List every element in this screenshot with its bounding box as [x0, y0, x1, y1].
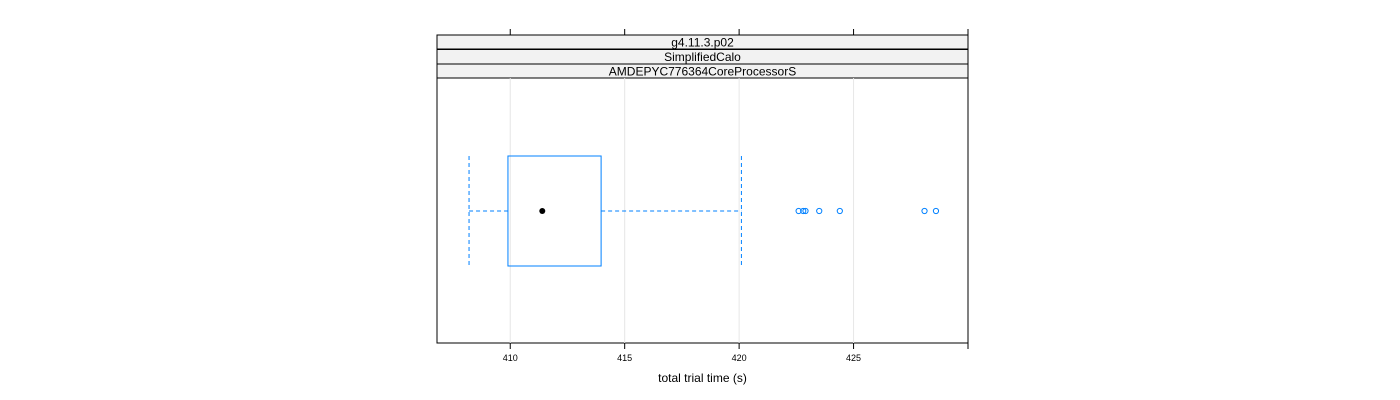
outlier-point — [836, 207, 843, 215]
strip-box-3 — [436, 63, 969, 79]
box-and-whiskers — [468, 155, 742, 267]
x-tick-label: 410 — [503, 353, 518, 363]
x-tick-label: 415 — [617, 353, 632, 363]
outlier-point — [816, 207, 823, 215]
outlier-point — [802, 207, 809, 215]
x-tick-label: 420 — [732, 353, 747, 363]
outlier-points — [795, 207, 940, 215]
outlier-point — [800, 207, 807, 215]
interquartile-box — [507, 155, 602, 267]
strip-label-2: SimplifiedCalo — [664, 50, 741, 64]
outlier-point — [932, 207, 940, 215]
strip-label-1: g4.11.3.p02 — [671, 36, 734, 50]
x-tick-label: 425 — [846, 353, 861, 363]
outlier-point — [921, 207, 928, 215]
strip-label-3: AMDEPYC776364CoreProcessorS — [609, 65, 796, 79]
top-axis-ticks — [509, 29, 969, 35]
x-axis-title: total trial time (s) — [658, 371, 747, 385]
x-tick-labels: 410 415 420 425 — [503, 353, 861, 363]
median-dot — [539, 208, 546, 214]
outlier-point — [795, 207, 802, 215]
strip-group: g4.11.3.p02 SimplifiedCalo AMDEPYC776364… — [436, 34, 969, 79]
bottom-axis-ticks — [509, 343, 969, 349]
